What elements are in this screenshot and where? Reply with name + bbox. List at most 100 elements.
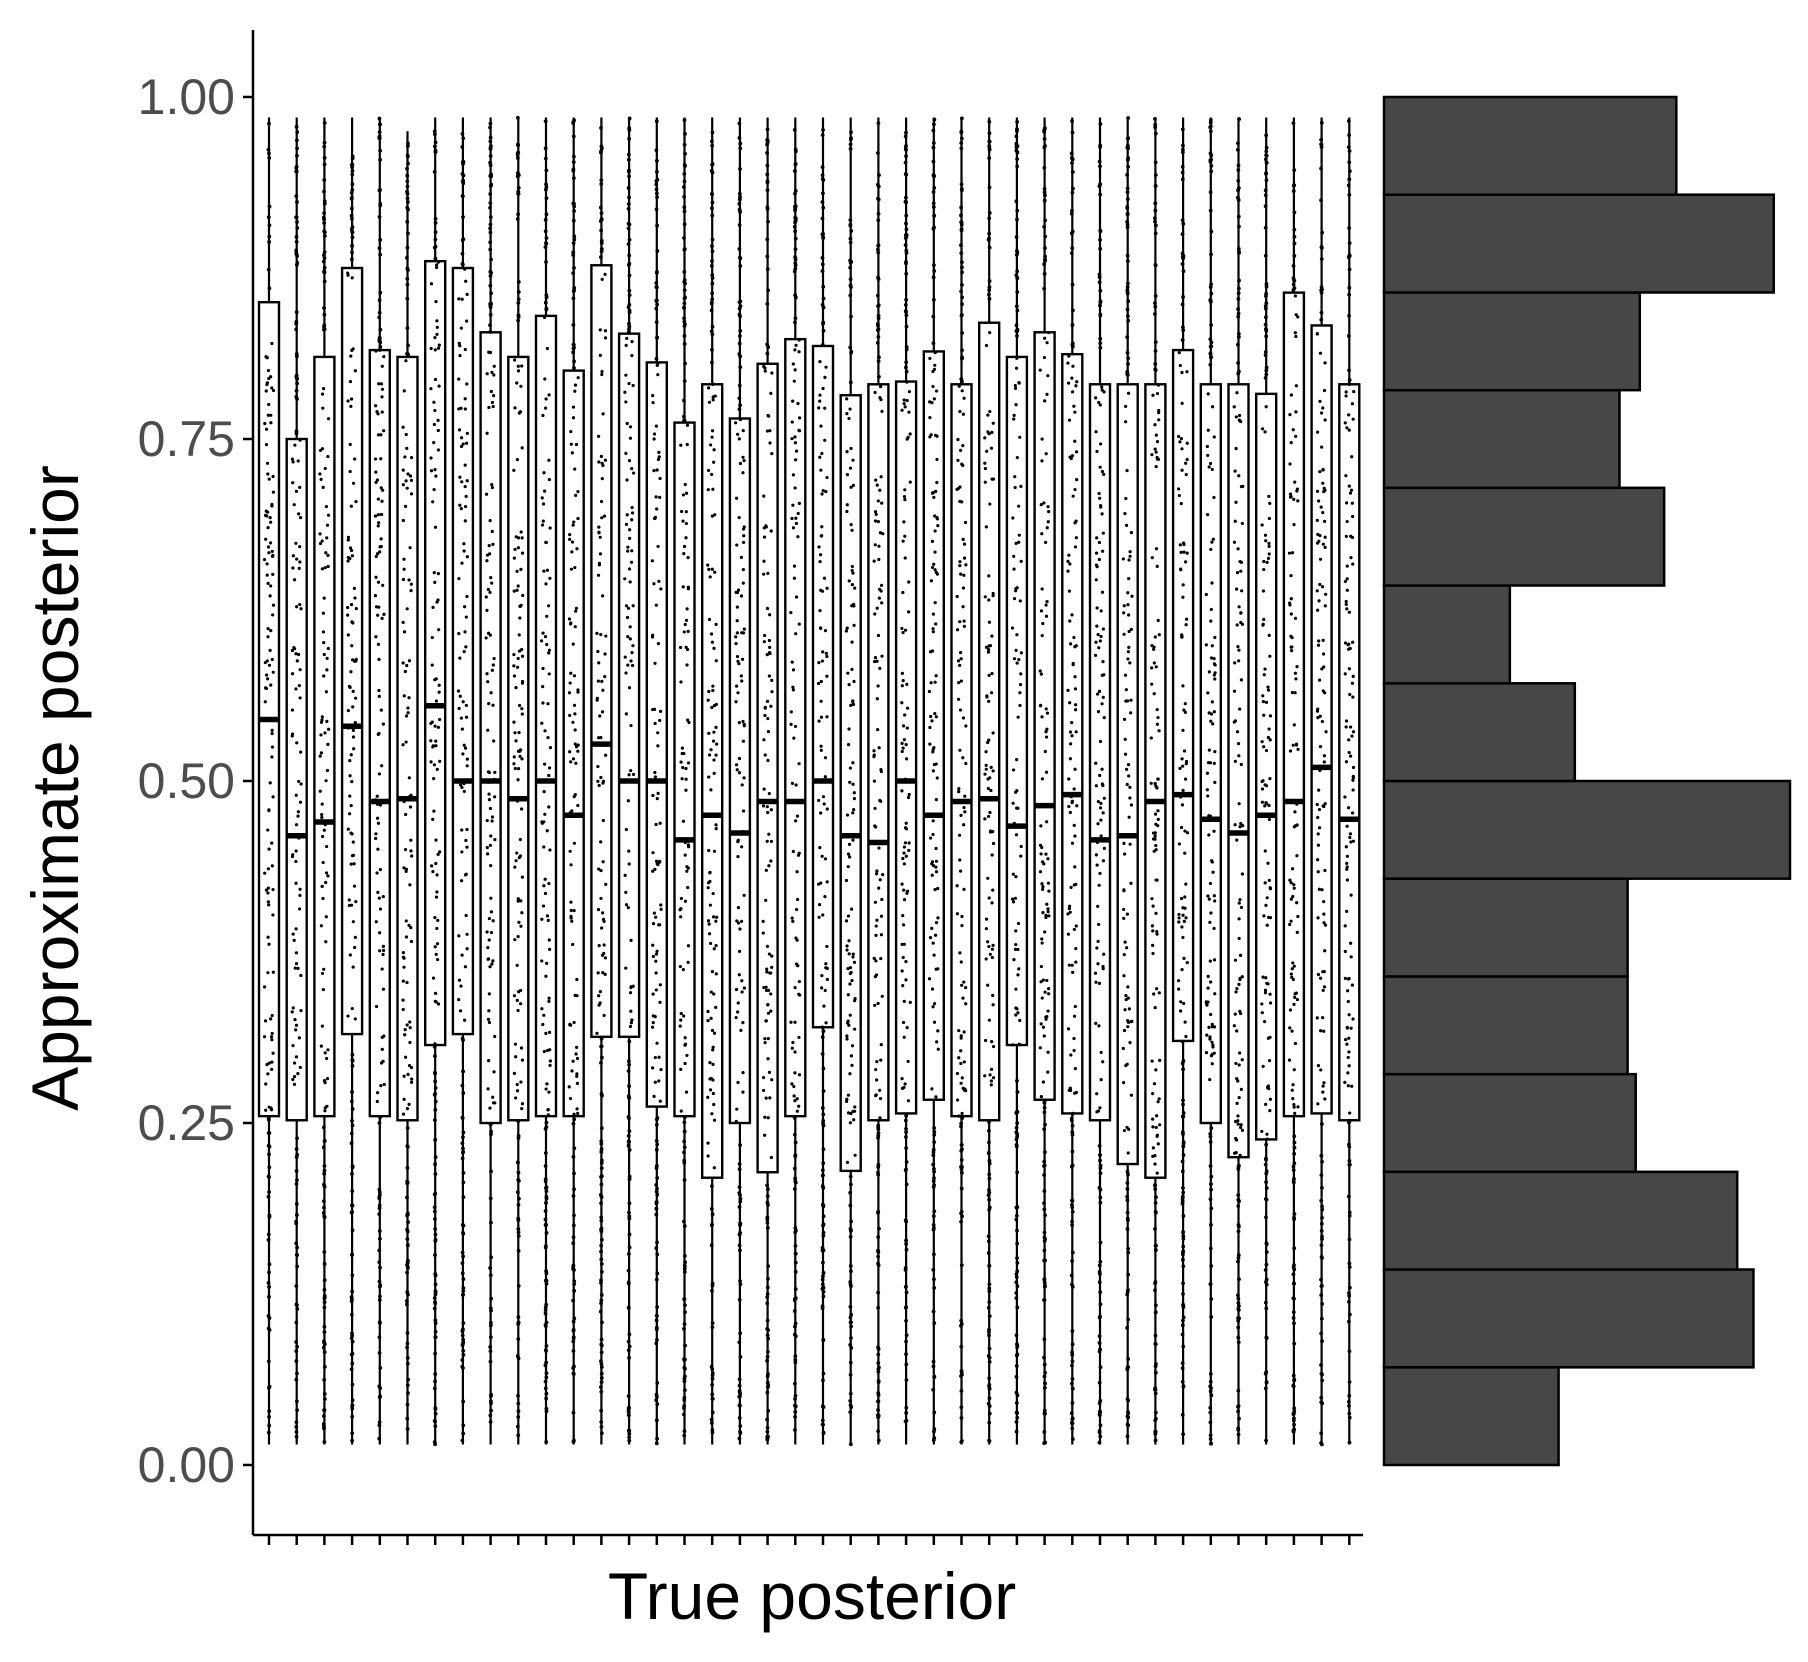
box-points <box>262 121 276 1435</box>
box-points <box>1149 116 1162 1443</box>
box-points <box>1260 133 1273 1443</box>
box-points <box>373 116 386 1441</box>
box-points <box>789 128 802 1432</box>
y-tick-label: 0.00 <box>138 1437 235 1493</box>
box-points <box>1010 120 1023 1434</box>
box-points <box>456 131 469 1443</box>
box-points <box>955 116 968 1444</box>
box-31 <box>1088 117 1112 1445</box>
box-body <box>451 266 475 1036</box>
box-9 <box>479 117 502 1445</box>
box-points <box>734 121 746 1441</box>
box-points <box>401 141 414 1431</box>
box-14 <box>617 116 641 1445</box>
box-15 <box>645 117 668 1446</box>
box-points <box>512 115 525 1438</box>
box-30 <box>1061 117 1084 1445</box>
box-points <box>927 117 940 1443</box>
box-2 <box>285 117 308 1445</box>
box-body <box>756 362 779 1174</box>
box-28 <box>1005 117 1029 1445</box>
box-points <box>429 129 442 1447</box>
box-points <box>1066 119 1079 1442</box>
box-36 <box>1227 117 1250 1445</box>
box-body <box>1199 383 1223 1125</box>
histogram-bar-4 <box>1382 1072 1637 1174</box>
box-26 <box>950 116 973 1445</box>
box-points <box>761 127 774 1442</box>
box-body <box>1144 383 1167 1179</box>
box-35 <box>1199 117 1223 1446</box>
box-body <box>313 355 336 1118</box>
histogram-bar-8 <box>1382 682 1577 783</box>
box-21 <box>811 117 835 1445</box>
box-points <box>816 128 829 1436</box>
box-points <box>623 116 636 1443</box>
box-29 <box>1033 117 1056 1446</box>
box-1 <box>257 117 281 1445</box>
histogram-bar-12 <box>1382 291 1642 392</box>
box-body <box>1282 291 1306 1118</box>
box-body <box>534 314 558 1118</box>
box-22 <box>839 117 862 1447</box>
box-27 <box>978 117 1001 1445</box>
box-20 <box>784 117 807 1445</box>
box-6 <box>396 131 419 1445</box>
box-points <box>1343 119 1356 1445</box>
box-body <box>922 350 945 1101</box>
box-body <box>1227 383 1250 1159</box>
box-points <box>567 118 580 1444</box>
box-25 <box>922 117 945 1445</box>
box-38 <box>1282 117 1306 1445</box>
box-4 <box>340 117 364 1445</box>
box-points <box>318 121 331 1444</box>
box-points <box>484 121 497 1424</box>
box-19 <box>756 117 779 1445</box>
box-points <box>678 118 691 1438</box>
box-points <box>1038 126 1051 1446</box>
box-points <box>844 130 857 1447</box>
box-body <box>1088 383 1112 1122</box>
box-points <box>1121 116 1134 1439</box>
box-3 <box>313 117 336 1445</box>
histogram-bar-14 <box>1382 95 1678 196</box>
histogram-bar-3 <box>1382 1170 1739 1271</box>
box-points <box>290 125 303 1439</box>
y-tick-label: 0.75 <box>138 411 235 467</box>
box-points <box>1287 121 1300 1434</box>
box-points <box>706 130 719 1435</box>
box-17 <box>701 117 724 1445</box>
box-23 <box>867 117 890 1445</box>
box-7 <box>424 117 447 1447</box>
y-tick-label: 0.25 <box>138 1095 235 1151</box>
box-points <box>872 121 885 1443</box>
box-points <box>346 154 358 1443</box>
box-body <box>285 437 308 1122</box>
box-body <box>1310 324 1333 1115</box>
histogram-bar-11 <box>1382 388 1621 490</box>
box-24 <box>894 117 918 1445</box>
box-points <box>595 125 608 1436</box>
box-body <box>1116 383 1139 1166</box>
box-points <box>900 130 912 1424</box>
box-18 <box>728 117 752 1445</box>
box-13 <box>590 117 613 1445</box>
box-37 <box>1254 117 1278 1445</box>
histogram-bar-7 <box>1382 779 1792 880</box>
marginal-histogram-panel <box>1382 95 1792 1467</box>
box-12 <box>562 117 585 1445</box>
y-tick-label: 1.00 <box>138 69 235 125</box>
box-16 <box>673 117 696 1445</box>
box-10 <box>507 115 530 1445</box>
box-32 <box>1116 116 1139 1445</box>
box-points <box>1177 127 1190 1437</box>
box-40 <box>1338 117 1361 1445</box>
y-axis-title: Approximate posterior <box>18 465 92 1111</box>
histogram-bar-1 <box>1382 1366 1560 1467</box>
box-body <box>839 394 862 1173</box>
box-8 <box>451 117 475 1445</box>
histogram-bar-2 <box>1382 1268 1755 1369</box>
box-5 <box>368 116 391 1445</box>
box-body <box>867 383 890 1122</box>
